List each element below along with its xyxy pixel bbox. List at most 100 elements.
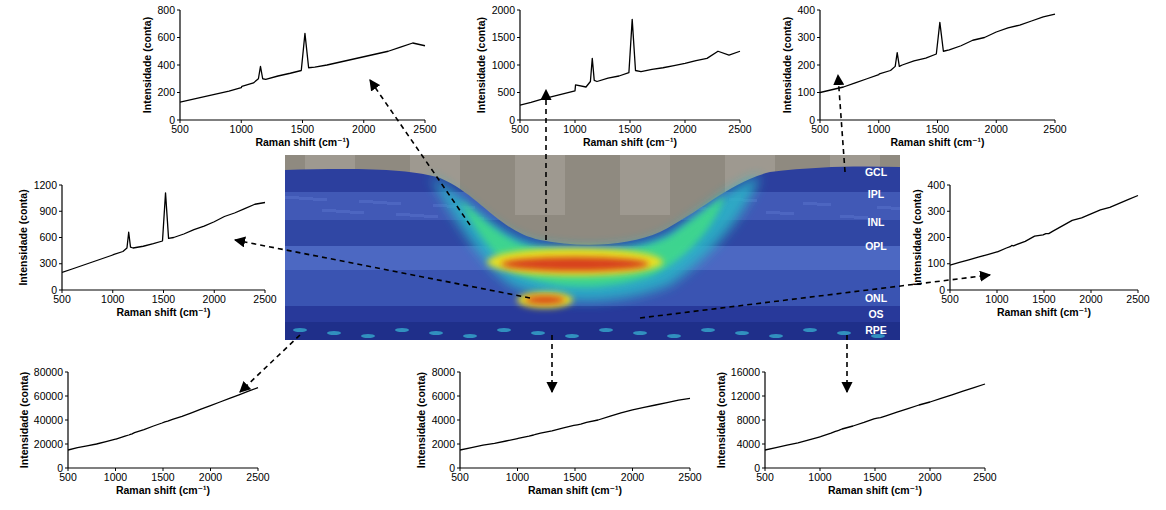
y-tick-label: 400 xyxy=(797,4,815,16)
y-tick-label: 400 xyxy=(927,179,945,191)
rpe-speckle xyxy=(565,334,579,338)
texture xyxy=(410,214,424,217)
texture xyxy=(840,215,854,218)
pointer-arrow xyxy=(545,90,547,240)
texture xyxy=(285,196,299,199)
texture xyxy=(669,217,683,220)
heat-map xyxy=(430,176,760,308)
x-axis-title: Raman shift (cm⁻¹) xyxy=(997,306,1091,318)
y-axis-title: Intensidade (conta) xyxy=(475,17,487,113)
plot-area xyxy=(460,398,690,450)
x-tick-label: 2000 xyxy=(199,471,223,483)
heat-low xyxy=(430,176,760,301)
rpe-speckle xyxy=(429,331,443,335)
y-tick xyxy=(817,92,820,93)
y-tick-label: 2000 xyxy=(432,438,456,450)
layer-label: IPL xyxy=(868,188,885,200)
y-tick-label: 200 xyxy=(157,86,175,98)
y-tick xyxy=(817,65,820,66)
x-axis-title: Raman shift (cm⁻¹) xyxy=(116,484,210,496)
x-tick-label: 1000 xyxy=(101,293,125,305)
x-tick-label: 1500 xyxy=(863,471,887,483)
y-tick xyxy=(947,211,950,212)
y-tick-label: 500 xyxy=(497,86,515,98)
x-axis-title: Raman shift (cm⁻¹) xyxy=(828,484,922,496)
rpe-speckle xyxy=(361,334,375,338)
y-tick xyxy=(457,420,460,421)
y-tick xyxy=(177,92,180,93)
layer-label: GCL xyxy=(865,166,888,178)
spectrum-chart: 01002003004005001000150020002500Raman sh… xyxy=(911,179,1150,318)
x-tick-label: 2500 xyxy=(253,293,277,305)
texture xyxy=(433,204,447,207)
y-tick-label: 4000 xyxy=(432,414,456,426)
y-axis-title: Intensidade (conta) xyxy=(18,372,30,468)
retina-band xyxy=(285,192,900,220)
y-tick xyxy=(59,237,62,238)
x-tick-label: 2500 xyxy=(246,471,270,483)
x-axis-title: Raman shift (cm⁻¹) xyxy=(255,136,349,148)
plot-area xyxy=(950,196,1138,266)
layer-label: INL xyxy=(868,216,886,228)
y-tick xyxy=(65,396,68,397)
x-tick-label: 1500 xyxy=(926,123,950,135)
layer-label: RPE xyxy=(865,324,887,336)
y-tick-label: 1500 xyxy=(492,31,516,43)
x-tick-label: 500 xyxy=(941,293,959,305)
rpe-speckle xyxy=(463,334,477,338)
y-tick-label: 8000 xyxy=(432,366,456,378)
texture xyxy=(581,212,595,215)
x-tick-label: 2500 xyxy=(973,471,997,483)
y-axis-title: Intensidade (conta) xyxy=(415,372,427,468)
y-tick-label: 100 xyxy=(797,86,815,98)
y-tick xyxy=(817,37,820,38)
y-tick-label: 100 xyxy=(927,257,945,269)
x-tick-label: 1000 xyxy=(563,123,587,135)
texture xyxy=(595,213,609,216)
y-tick xyxy=(762,444,765,445)
spectrum-line xyxy=(820,14,1055,92)
layer-label: OPL xyxy=(865,240,887,252)
retina-band xyxy=(285,322,900,340)
photo-strip xyxy=(515,155,565,215)
rpe-speckle xyxy=(293,328,307,332)
texture xyxy=(350,211,364,214)
y-tick-label: 300 xyxy=(927,205,945,217)
image-background xyxy=(285,155,900,340)
spectrum-chart: 01002003004005001000150020002500Raman sh… xyxy=(781,4,1067,148)
layer-label: ONL xyxy=(865,292,888,304)
texture xyxy=(507,208,521,211)
pointer-arrow xyxy=(370,80,470,225)
y-tick xyxy=(59,263,62,264)
rpe-speckle xyxy=(599,328,613,332)
heat-peak xyxy=(525,296,565,304)
x-tick-label: 500 xyxy=(59,471,77,483)
y-tick-label: 200 xyxy=(927,231,945,243)
texture xyxy=(803,202,817,205)
rpe-speckle xyxy=(531,331,545,335)
y-tick-label: 400 xyxy=(157,59,175,71)
figure: GCLIPLINLOPLONLOSRPE02004006008005001000… xyxy=(0,0,1166,510)
y-axis-title: Intensidade (conta) xyxy=(17,189,29,285)
y-tick-label: 2000 xyxy=(492,4,516,16)
plot-area xyxy=(520,19,740,105)
x-axis-title: Raman shift (cm⁻¹) xyxy=(528,484,622,496)
y-tick xyxy=(762,372,765,373)
x-tick-label: 2500 xyxy=(728,123,752,135)
y-tick xyxy=(947,185,950,186)
y-tick xyxy=(65,420,68,421)
y-tick xyxy=(65,372,68,373)
texture xyxy=(817,203,831,206)
rpe-speckle xyxy=(395,328,409,332)
y-tick xyxy=(457,372,460,373)
y-tick-label: 1000 xyxy=(492,59,516,71)
y-tick-label: 1200 xyxy=(34,179,58,191)
retina-band xyxy=(285,220,900,246)
x-axis-title: Raman shift (cm⁻¹) xyxy=(890,136,984,148)
rpe-speckle xyxy=(327,331,341,335)
spectrum-chart: 04000800012000160005001000150020002500Ra… xyxy=(715,366,997,496)
x-tick-label: 2000 xyxy=(352,123,376,135)
heat-peak xyxy=(501,257,649,271)
x-tick-label: 2000 xyxy=(621,471,645,483)
heat-high xyxy=(487,248,663,276)
